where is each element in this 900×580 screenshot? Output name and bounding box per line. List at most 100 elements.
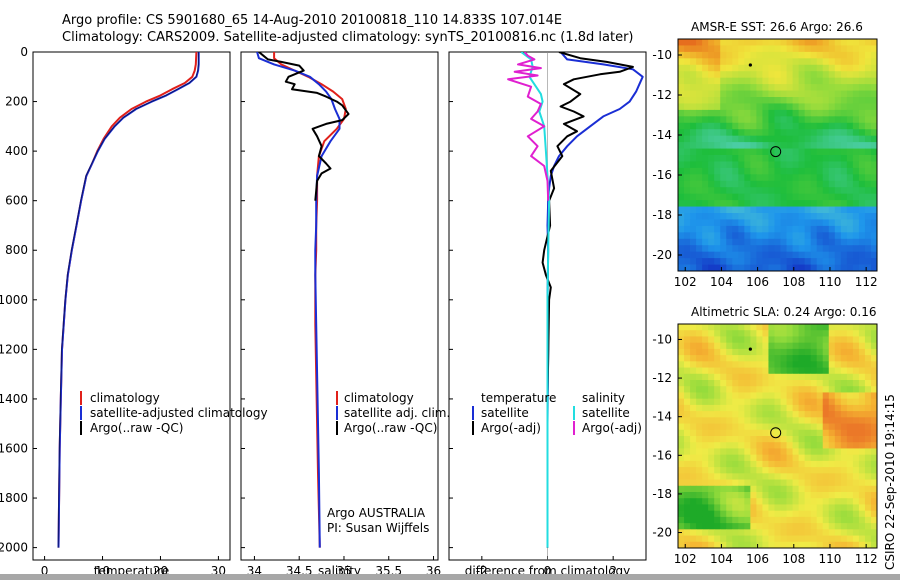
map-cell	[870, 510, 878, 518]
map-cell	[708, 498, 715, 505]
map-cell	[798, 58, 806, 66]
map-cell	[804, 436, 812, 443]
map-cell	[684, 436, 691, 443]
map-cell	[702, 245, 709, 253]
map-cell	[774, 174, 781, 182]
map-cell	[792, 392, 800, 400]
map-cell	[696, 161, 703, 169]
map-cell	[702, 535, 709, 543]
map-cell	[726, 51, 733, 59]
map-cell	[696, 116, 703, 124]
map-cell	[726, 330, 733, 337]
map-cell	[750, 238, 757, 246]
map-cell	[756, 51, 763, 59]
map-cell	[696, 122, 703, 130]
map-cell	[678, 398, 685, 406]
map-cell	[858, 324, 866, 331]
map-cell	[708, 77, 715, 85]
map-cell	[720, 342, 727, 350]
map-cell	[756, 460, 763, 468]
map-cell	[708, 200, 715, 207]
map-cell	[678, 109, 685, 117]
map-cell	[792, 504, 800, 512]
map-cell	[840, 155, 848, 162]
map-cell	[732, 238, 739, 246]
map-cell	[738, 90, 745, 98]
map-cell	[696, 51, 703, 59]
map-cell	[846, 485, 854, 493]
map-cell	[846, 492, 854, 499]
map-cell	[684, 39, 691, 46]
map-cell	[708, 213, 715, 220]
map-cell	[792, 460, 800, 468]
map-y-tick-label: -12	[652, 371, 672, 385]
map-cell	[714, 167, 721, 175]
map-cell	[750, 51, 757, 59]
map-cell	[762, 498, 769, 505]
map-cell	[864, 39, 872, 46]
map-cell	[870, 39, 878, 46]
map-cell	[762, 348, 769, 356]
map-cell	[846, 417, 854, 424]
map-cell	[810, 206, 818, 214]
map-cell	[858, 129, 866, 137]
map-cell	[750, 342, 757, 350]
map-cell	[786, 417, 793, 424]
map-cell	[708, 39, 715, 46]
map-cell	[810, 523, 818, 530]
map-cell	[846, 90, 854, 98]
map-cell	[810, 386, 818, 393]
map-cell	[726, 116, 733, 124]
map-cell	[828, 161, 836, 169]
map-cell	[870, 448, 878, 456]
map-cell	[714, 71, 721, 79]
map-cell	[822, 142, 830, 149]
map-cell	[738, 411, 745, 418]
map-cell	[786, 541, 793, 549]
map-cell	[870, 529, 878, 536]
map-cell	[858, 485, 866, 493]
map-cell	[840, 84, 848, 91]
map-cell	[684, 392, 691, 400]
map-cell	[678, 504, 685, 512]
map-cell	[768, 258, 775, 265]
map-cell	[774, 200, 781, 207]
map-cell	[798, 510, 806, 518]
map-cell	[798, 122, 806, 130]
map-cell	[810, 167, 818, 175]
map-cell	[690, 238, 697, 246]
map-cell	[786, 330, 793, 337]
map-cell	[792, 200, 800, 207]
map-cell	[792, 180, 800, 188]
map-cell	[768, 504, 775, 512]
map-cell	[810, 77, 818, 85]
map-cell	[786, 523, 793, 530]
map-cell	[864, 529, 872, 536]
map-cell	[840, 386, 848, 393]
map-cell	[810, 71, 818, 79]
map-x-tick-label: 104	[710, 275, 733, 289]
map-cell	[744, 467, 751, 474]
map-cell	[732, 473, 739, 480]
map-cell	[690, 467, 697, 474]
map-cell	[762, 206, 769, 214]
map-cell	[780, 411, 787, 418]
map-cell	[696, 492, 703, 499]
map-cell	[696, 193, 703, 201]
map-cell	[840, 411, 848, 418]
map-cell	[738, 264, 745, 272]
map-cell	[822, 174, 830, 182]
map-cell	[744, 251, 751, 259]
map-cell	[798, 142, 806, 149]
map-cell	[720, 436, 727, 443]
map-cell	[708, 398, 715, 406]
map-cell	[708, 442, 715, 449]
map-cell	[714, 541, 721, 549]
map-cell	[684, 225, 691, 233]
map-cell	[750, 71, 757, 79]
map-cell	[780, 155, 787, 162]
map-cell	[780, 219, 787, 227]
map-cell	[714, 232, 721, 240]
map-cell	[768, 200, 775, 207]
